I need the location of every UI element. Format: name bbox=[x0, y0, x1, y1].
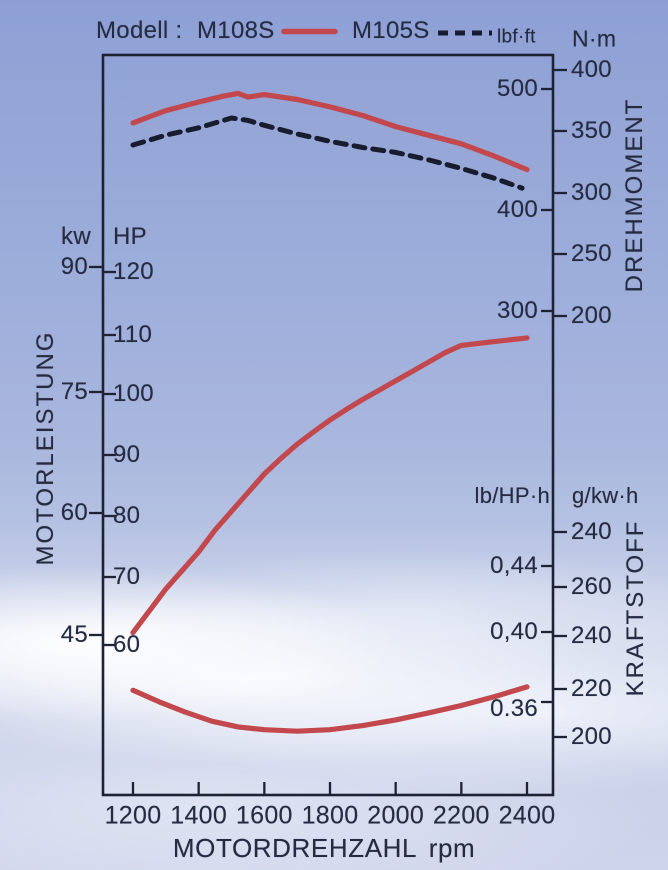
unit-header-hp: HP bbox=[113, 223, 147, 250]
tick-label-x-2200: 2200 bbox=[432, 801, 490, 830]
tick-label-nm-300: 300 bbox=[571, 179, 612, 206]
unit-header-nm: N·m bbox=[572, 25, 617, 52]
tick-label-hp-90: 90 bbox=[113, 441, 141, 468]
tick-label-kw-45: 45 bbox=[60, 621, 88, 648]
tick-label-x-1800: 1800 bbox=[301, 801, 359, 830]
tick-label-hp-80: 80 bbox=[113, 502, 141, 529]
tick-label-x-2400: 2400 bbox=[498, 801, 556, 830]
tick-label-x-1200: 1200 bbox=[104, 801, 162, 830]
tick-label-gkwh-240: 240 bbox=[571, 622, 612, 649]
unit-header-lbhph: lb/HP·h bbox=[474, 483, 550, 508]
right-axis-title-drehmoment: DREHMOMENT bbox=[621, 97, 648, 293]
tick-label-hp-70: 70 bbox=[113, 563, 141, 590]
tick-label-nm-400: 400 bbox=[571, 56, 612, 83]
torque-m105s-curve bbox=[130, 115, 525, 191]
left-axis-title-motorleistung: MOTORLEISTUNG bbox=[32, 330, 59, 566]
tick-label-lbfft-500: 500 bbox=[497, 75, 538, 102]
tick-label-lbfft-300: 300 bbox=[497, 297, 538, 324]
tick-label-kw-60: 60 bbox=[60, 499, 88, 526]
tick-label-hp-120: 120 bbox=[113, 258, 154, 285]
tick-label-hp-60: 60 bbox=[113, 631, 141, 658]
tick-label-x-1400: 1400 bbox=[170, 801, 228, 830]
tick-label-x-2000: 2000 bbox=[367, 801, 425, 830]
torque-m108s-curve bbox=[130, 90, 530, 173]
x-axis-unit: rpm bbox=[428, 833, 476, 863]
fuel-m108s-curve bbox=[130, 684, 530, 734]
legend-m105s-label: M105S bbox=[352, 17, 430, 44]
tick-label-hp-110: 110 bbox=[113, 321, 153, 348]
tick-label-gkwh-240: 240 bbox=[571, 518, 612, 545]
legend-m108s-label: M108S bbox=[197, 17, 275, 44]
tick-label-gkwh-220: 220 bbox=[571, 675, 612, 702]
chart-frame bbox=[101, 53, 555, 797]
tick-label-lbhph-0.36: 0.36 bbox=[490, 695, 538, 722]
legend-prefix-label: Modell : bbox=[96, 17, 183, 44]
tick-label-gkwh-260: 260 bbox=[571, 573, 612, 600]
right-axis-title-kraftstoff: KRAFTSTOFF bbox=[622, 519, 649, 697]
tick-label-x-1600: 1600 bbox=[235, 801, 293, 830]
tick-label-lbhph-0,44: 0,44 bbox=[490, 552, 538, 579]
tick-label-lbfft-400: 400 bbox=[497, 196, 538, 223]
tick-label-lbhph-0,40: 0,40 bbox=[490, 618, 538, 645]
tick-label-nm-200: 200 bbox=[571, 302, 612, 329]
tick-label-nm-250: 250 bbox=[571, 240, 612, 267]
x-axis-title: MOTORDREHZAHL bbox=[172, 833, 418, 863]
tick-label-kw-75: 75 bbox=[60, 378, 88, 405]
unit-header-gkwh: g/kw·h bbox=[572, 483, 639, 508]
tick-label-kw-90: 90 bbox=[60, 253, 88, 280]
tick-label-nm-350: 350 bbox=[571, 117, 612, 144]
unit-header-lbfft: lbf·ft bbox=[497, 26, 536, 48]
power-m108s-curve bbox=[130, 335, 530, 636]
tick-label-hp-100: 100 bbox=[113, 380, 154, 407]
unit-header-kw: kw bbox=[61, 223, 91, 250]
tick-label-gkwh-200: 200 bbox=[571, 723, 612, 750]
